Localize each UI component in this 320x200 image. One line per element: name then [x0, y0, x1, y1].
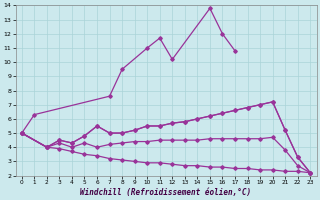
X-axis label: Windchill (Refroidissement éolien,°C): Windchill (Refroidissement éolien,°C)	[80, 188, 252, 197]
